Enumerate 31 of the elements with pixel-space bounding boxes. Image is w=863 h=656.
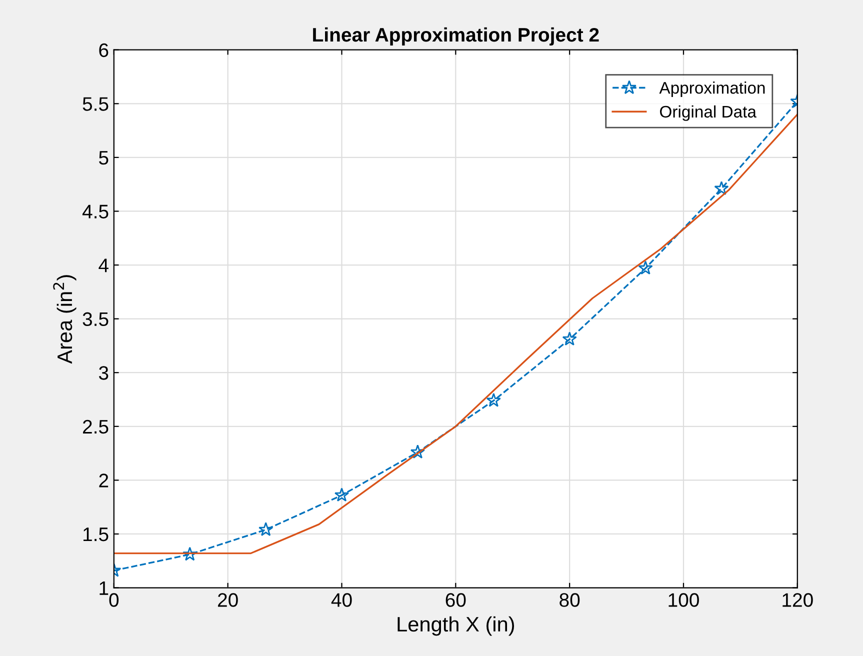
y-tick-label: 2.5 (83, 420, 108, 434)
point (258, 522, 274, 536)
point (638, 260, 653, 275)
point (410, 444, 425, 459)
y-tick-label: 1.5 (84, 528, 108, 542)
point (486, 392, 501, 407)
point (334, 488, 350, 502)
point (182, 546, 198, 561)
y-tick-label: 4.5 (82, 204, 108, 218)
point (714, 181, 729, 195)
y-tick-label: 5.5 (82, 97, 108, 111)
y-tick-label: 3 (98, 366, 108, 380)
x-tick-label: 0 (109, 593, 119, 607)
point (562, 332, 577, 346)
x-axis-title: Length X (in) (398, 616, 514, 636)
x-tick-label: 20 (218, 593, 238, 607)
legend-label: Original Data (660, 105, 756, 121)
chart-title: Linear Approximation Project 2 (313, 27, 599, 46)
x-tick-label: 60 (446, 593, 466, 607)
x-tick-label: 120 (782, 593, 813, 607)
x-tick-label: 100 (668, 593, 699, 607)
y-tick-label: 2 (99, 474, 108, 488)
y-tick-label: 1 (100, 581, 108, 595)
y-tick-label: 3.5 (82, 312, 108, 326)
x-tick-label: 40 (331, 593, 352, 607)
x-tick-label: 80 (560, 593, 580, 607)
y-tick-label: 5 (99, 151, 108, 165)
legend-label: Approximation (659, 82, 765, 98)
y-axis-title: Area (in$^{2}$) (53, 275, 76, 364)
y-tick-label: 6 (99, 43, 108, 58)
y-tick-label: 4 (98, 258, 108, 272)
